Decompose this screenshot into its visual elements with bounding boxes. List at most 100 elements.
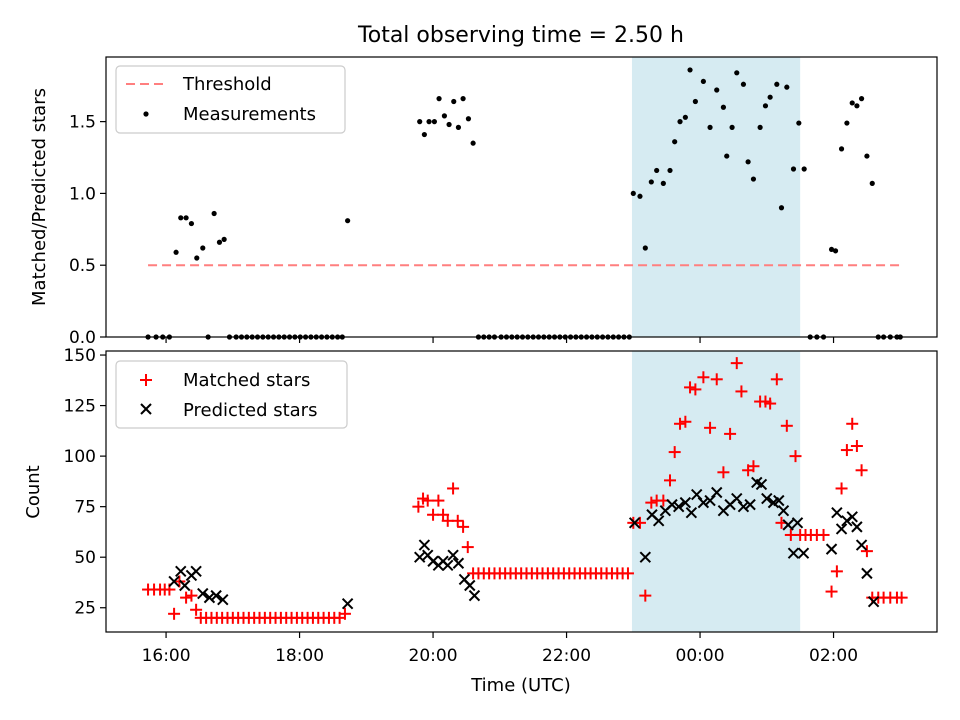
- predicted-star-point: [697, 496, 710, 509]
- predicted-marker-b: [452, 557, 465, 569]
- predicted-marker-b: [628, 517, 641, 529]
- matched-star-point: [730, 357, 743, 370]
- predicted-marker-b: [787, 547, 800, 559]
- predicted-marker-b: [737, 500, 750, 513]
- measurement-point: [183, 215, 189, 221]
- predicted-marker-b: [468, 589, 481, 602]
- matched-star-point: [860, 545, 873, 558]
- matched-star-point: [835, 482, 848, 495]
- measurement-point: [667, 167, 673, 174]
- measurement-point: [630, 190, 636, 197]
- bottom-legend: Matched stars Predicted stars: [115, 360, 348, 429]
- measurement-point: [720, 104, 727, 110]
- legend-predicted-swatch: [140, 403, 152, 415]
- bottom-panel: 25 50 75 100 125 150 16:00 18:00 20:00 22:00 00:0…: [23, 346, 938, 696]
- measurement-point: [801, 166, 807, 172]
- predicted-star-point: [628, 517, 641, 529]
- x-tick-label: 22:00: [542, 646, 591, 666]
- predicted-star-point: [851, 521, 863, 533]
- bottom-y-tick-label: 25: [74, 599, 96, 619]
- measurement-point: [832, 248, 839, 254]
- measurement-point: [451, 98, 457, 105]
- x-axis: 16:00 18:00 20:00 22:00 00:00 02:00: [142, 632, 858, 666]
- predicted-marker-b: [761, 492, 773, 505]
- predicted-marker-b: [422, 549, 434, 561]
- predicted-marker-b: [782, 519, 794, 531]
- predicted-marker-b: [679, 496, 692, 509]
- measurement-point: [455, 124, 462, 130]
- predicted-marker-b: [755, 478, 768, 491]
- measurement-point: [677, 119, 683, 125]
- matched-star-point: [830, 565, 843, 578]
- matched-star-point: [840, 444, 853, 457]
- x-tick-label: 20:00: [409, 646, 458, 666]
- measurement-point: [864, 153, 870, 159]
- predicted-star-point: [679, 496, 692, 509]
- predicted-marker-b: [458, 573, 471, 586]
- top-y-tick-label: 0.5: [69, 256, 96, 276]
- measurement-point: [750, 176, 757, 182]
- predicted-marker-b: [203, 591, 216, 604]
- predicted-star-point: [464, 579, 476, 592]
- measurement-point: [672, 139, 678, 145]
- predicted-marker-b: [666, 498, 678, 511]
- measurement-point: [637, 193, 643, 199]
- top-y-tick-label: 1.0: [69, 184, 96, 204]
- predicted-marker-b: [341, 597, 354, 610]
- measurement-point: [682, 114, 688, 120]
- measurement-point: [417, 119, 423, 125]
- predicted-marker-b: [831, 507, 843, 519]
- predicted-marker-b: [685, 507, 698, 519]
- measurement-point: [173, 249, 179, 255]
- measurement-point: [838, 146, 845, 152]
- predicted-marker-b: [210, 589, 222, 602]
- predicted-marker-b: [851, 521, 863, 533]
- measurement-point: [828, 246, 835, 253]
- predicted-star-point: [341, 597, 354, 610]
- predicted-marker-b: [639, 551, 652, 563]
- predicted-star-point: [168, 575, 180, 588]
- matched-star-point: [180, 591, 193, 604]
- matched-star-point: [764, 397, 777, 410]
- measurement-point: [757, 124, 763, 130]
- measurement-point: [421, 131, 427, 138]
- matched-star-point: [780, 419, 793, 432]
- predicted-marker-b: [217, 593, 229, 606]
- matched-star-point: [895, 591, 908, 604]
- predicted-star-point: [190, 565, 202, 578]
- measurement-point: [194, 255, 200, 261]
- matched-star-point: [432, 494, 445, 507]
- predicted-marker-b: [777, 504, 790, 517]
- predicted-marker-b: [168, 575, 180, 588]
- matched-star-point: [639, 589, 652, 602]
- bottom-axes-frame: [105, 350, 938, 633]
- predicted-star-point: [666, 498, 678, 511]
- measurement-point: [431, 119, 437, 125]
- legend-matched-swatch: [140, 374, 152, 386]
- measurement-point: [854, 103, 860, 109]
- bottom-legend-box: [115, 360, 348, 429]
- predicted-star-point: [711, 486, 723, 499]
- predicted-star-point: [652, 515, 665, 527]
- predicted-star-point: [175, 565, 187, 578]
- matched-star-point: [668, 446, 681, 459]
- predicted-star-point: [210, 589, 222, 602]
- measurement-point: [660, 180, 666, 186]
- measurement-point: [707, 124, 713, 130]
- matched-star-point: [338, 607, 351, 620]
- measurement-point: [784, 84, 790, 90]
- predicted-star-point: [782, 519, 794, 531]
- measurement-point: [700, 78, 706, 85]
- matched-star-point: [789, 450, 802, 463]
- measurement-point: [858, 96, 865, 102]
- matched-star-point: [168, 607, 181, 620]
- predicted-star-point: [685, 507, 698, 519]
- predicted-star-point: [452, 557, 465, 569]
- matched-star-point: [689, 383, 702, 396]
- measurement-point: [654, 167, 660, 174]
- measurement-point: [714, 87, 720, 93]
- matched-star-point: [645, 496, 658, 509]
- predicted-star-point: [855, 539, 868, 551]
- predicted-star-point: [447, 549, 459, 561]
